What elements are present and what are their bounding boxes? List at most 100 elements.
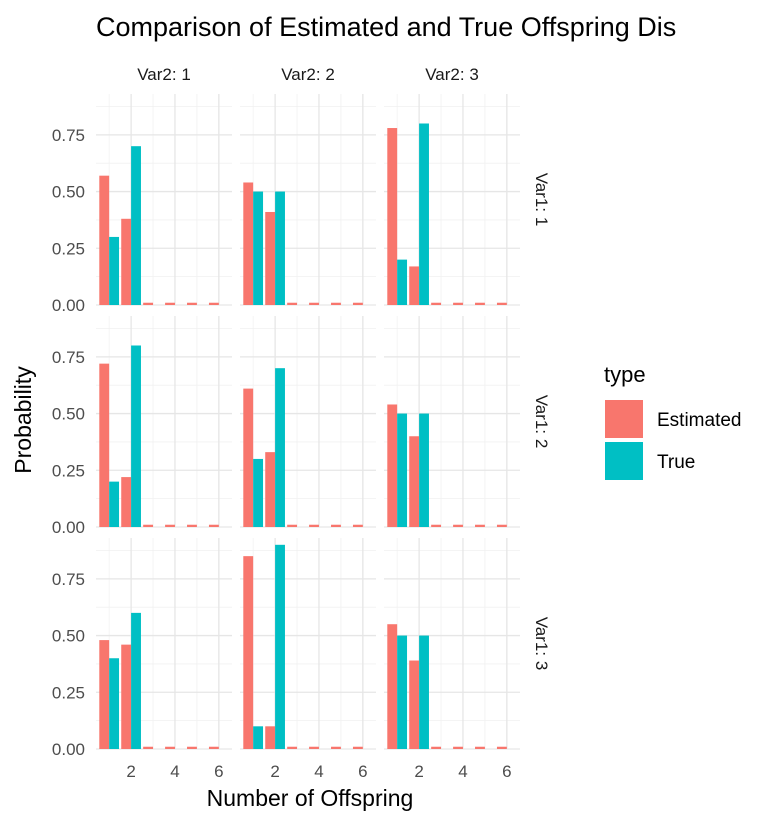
bar-estimated <box>121 218 132 305</box>
facet-panel-r2-c3 <box>384 316 520 528</box>
bar-estimated <box>331 302 341 305</box>
facet-column-strips: Var2: 1 Var2: 2 Var2: 3 <box>137 65 479 84</box>
facet-col-label: Var2: 3 <box>425 65 479 84</box>
bar-estimated <box>431 302 442 305</box>
facet-panel-r3-c1 <box>96 538 232 750</box>
bar-estimated <box>475 302 485 305</box>
legend-key <box>605 400 643 438</box>
y-tick-label: 0.75 <box>52 348 85 367</box>
bar-estimated <box>143 302 154 305</box>
bar-estimated <box>431 746 442 749</box>
bar-estimated <box>165 524 175 527</box>
bar-estimated <box>352 524 363 527</box>
bar-estimated <box>287 302 298 305</box>
bar-estimated <box>431 524 442 527</box>
bar-estimated <box>409 660 420 749</box>
x-tick-label: 6 <box>358 762 367 781</box>
bar-estimated <box>208 302 219 305</box>
legend-label: Estimated <box>657 410 741 431</box>
y-tick-label: 0.25 <box>52 683 85 702</box>
bar-estimated <box>409 436 420 527</box>
bar-estimated <box>121 644 132 749</box>
y-tick-label: 0.75 <box>52 126 85 145</box>
legend: type Estimated True <box>604 362 741 480</box>
bar-estimated <box>187 302 197 305</box>
x-tick-label: 4 <box>170 762 179 781</box>
bar-true <box>397 259 408 305</box>
facet-panel-r3-c2 <box>240 538 376 750</box>
bar-estimated <box>453 746 463 749</box>
bar-true <box>419 413 429 527</box>
bar-true <box>275 368 285 527</box>
bar-estimated <box>453 524 463 527</box>
facet-row-strips: Var1: 1 Var1: 2 Var1: 3 <box>532 173 551 671</box>
bar-estimated <box>496 746 507 749</box>
bar-true <box>131 146 141 305</box>
bar-estimated <box>387 624 398 749</box>
bar-true <box>253 726 264 749</box>
y-tick-label: 0.50 <box>52 405 85 424</box>
bar-true <box>109 236 120 305</box>
y-axis-label: Probability <box>10 366 36 474</box>
bar-estimated <box>187 524 197 527</box>
y-tick-label: 0.25 <box>52 239 85 258</box>
y-tick-label: 0.00 <box>52 518 85 537</box>
bar-estimated <box>496 302 507 305</box>
bar-estimated <box>243 556 254 749</box>
bar-estimated <box>309 302 319 305</box>
bar-estimated <box>496 524 507 527</box>
y-tick-label: 0.25 <box>52 461 85 480</box>
x-tick-label: 2 <box>414 762 423 781</box>
bar-estimated <box>475 524 485 527</box>
facet-col-label: Var2: 1 <box>137 65 191 84</box>
y-axes: 0.00 0.25 0.50 0.75 0.00 0.25 0.50 0.75 0.00 0.25… <box>52 126 85 759</box>
bar-estimated <box>352 746 363 749</box>
legend-key <box>605 442 643 480</box>
bar-estimated <box>243 182 254 305</box>
facet-panels <box>96 94 520 750</box>
bar-estimated <box>208 746 219 749</box>
y-tick-label: 0.00 <box>52 740 85 759</box>
facet-row-label: Var1: 2 <box>532 395 551 449</box>
bar-estimated <box>165 302 175 305</box>
bar-estimated <box>331 746 341 749</box>
y-tick-label: 0.75 <box>52 570 85 589</box>
facet-panel-r2-c2 <box>240 316 376 528</box>
bar-estimated <box>243 388 254 527</box>
legend-label: True <box>657 452 695 473</box>
y-tick-label: 0.50 <box>52 627 85 646</box>
bar-true <box>397 635 408 749</box>
bar-true <box>419 123 429 305</box>
x-tick-label: 6 <box>214 762 223 781</box>
legend-title: type <box>604 362 646 387</box>
facet-col-label: Var2: 2 <box>281 65 335 84</box>
bar-estimated <box>387 128 398 305</box>
x-tick-label: 2 <box>126 762 135 781</box>
bar-estimated <box>121 477 132 527</box>
bar-true <box>253 191 264 305</box>
x-tick-label: 6 <box>502 762 511 781</box>
facet-panel-r1-c3 <box>384 94 520 306</box>
facet-panel-r1-c1 <box>96 94 232 306</box>
bar-estimated <box>165 746 175 749</box>
bar-estimated <box>409 266 420 305</box>
bar-estimated <box>387 404 398 527</box>
bar-estimated <box>265 452 276 527</box>
bar-estimated <box>143 524 154 527</box>
bar-estimated <box>143 746 154 749</box>
x-tick-label: 4 <box>314 762 323 781</box>
bar-estimated <box>309 746 319 749</box>
bar-estimated <box>99 175 110 305</box>
bar-true <box>419 635 429 749</box>
bar-estimated <box>265 211 276 305</box>
facet-row-label: Var1: 1 <box>532 173 551 227</box>
y-tick-label: 0.50 <box>52 183 85 202</box>
bar-estimated <box>265 726 276 749</box>
facet-panel-r2-c1 <box>96 316 232 528</box>
x-axis-label: Number of Offspring <box>207 785 414 811</box>
bar-true <box>131 345 141 527</box>
bar-true <box>275 191 285 305</box>
bar-estimated <box>208 524 219 527</box>
bar-estimated <box>475 746 485 749</box>
bar-estimated <box>99 640 110 749</box>
